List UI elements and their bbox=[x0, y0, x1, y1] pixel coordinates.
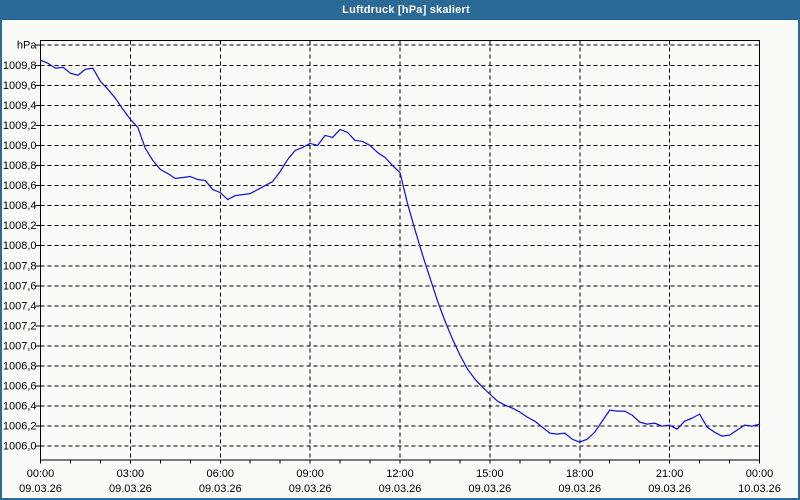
y-tick-label: 1009,4 bbox=[3, 100, 37, 112]
x-tick-date-label: 09.03.26 bbox=[648, 483, 691, 495]
x-tick-date-label: 09.03.26 bbox=[19, 483, 62, 495]
y-tick-label: 1007,8 bbox=[3, 260, 37, 272]
y-tick-label: 1009,2 bbox=[3, 120, 37, 132]
y-tick-label: 1006,2 bbox=[3, 421, 37, 433]
y-tick-label: 1007,0 bbox=[3, 340, 37, 352]
y-tick-label: 1007,4 bbox=[3, 300, 37, 312]
x-tick-time-label: 21:00 bbox=[656, 468, 684, 480]
y-tick-label: 1006,4 bbox=[3, 401, 37, 413]
x-tick-date-label: 10.03.26 bbox=[738, 483, 781, 495]
x-tick-time-label: 03:00 bbox=[117, 468, 145, 480]
x-tick-time-label: 15:00 bbox=[476, 468, 504, 480]
x-tick-date-label: 09.03.26 bbox=[199, 483, 242, 495]
y-tick-label: 1007,2 bbox=[3, 320, 37, 332]
x-tick-time-label: 18:00 bbox=[566, 468, 594, 480]
y-tick-label: 1008,4 bbox=[3, 200, 37, 212]
y-tick-label: 1009,0 bbox=[3, 140, 37, 152]
y-tick-label: 1006,8 bbox=[3, 361, 37, 373]
x-tick-time-label: 00:00 bbox=[27, 468, 55, 480]
y-tick-label: 1006,6 bbox=[3, 381, 37, 393]
y-tick-label: 1008,6 bbox=[3, 180, 37, 192]
y-tick-label: 1008,2 bbox=[3, 220, 37, 232]
x-tick-date-label: 09.03.26 bbox=[289, 483, 332, 495]
y-tick-label: 1008,0 bbox=[3, 240, 37, 252]
x-tick-date-label: 09.03.26 bbox=[109, 483, 152, 495]
plot-frame bbox=[40, 40, 760, 461]
pressure-chart: hPa 1009,8 1009,6 1009,4 1009,2 1009,0 1008,8 1… bbox=[3, 40, 781, 495]
x-tick-time-label: 00:00 bbox=[746, 468, 774, 480]
y-tick-label: 1009,6 bbox=[3, 80, 37, 92]
x-tick-time-label: 09:00 bbox=[296, 468, 324, 480]
y-tick-label: 1008,8 bbox=[3, 160, 37, 172]
pressure-line bbox=[39, 59, 761, 443]
window-title: Luftdruck [hPa] skaliert bbox=[342, 4, 470, 16]
x-tick-date-label: 09.03.26 bbox=[558, 483, 601, 495]
y-tick-label: 1009,8 bbox=[3, 60, 37, 72]
y-tick-label: 1007,6 bbox=[3, 280, 37, 292]
y-tick-label: hPa bbox=[17, 40, 37, 52]
x-tick-time-label: 06:00 bbox=[206, 468, 234, 480]
y-tick-label: 1006,0 bbox=[3, 441, 37, 453]
x-tick-time-label: 12:00 bbox=[386, 468, 414, 480]
x-tick-date-label: 09.03.26 bbox=[468, 483, 511, 495]
x-tick-date-label: 09.03.26 bbox=[379, 483, 422, 495]
title-bar: Luftdruck [hPa] skaliert bbox=[2, 0, 798, 20]
